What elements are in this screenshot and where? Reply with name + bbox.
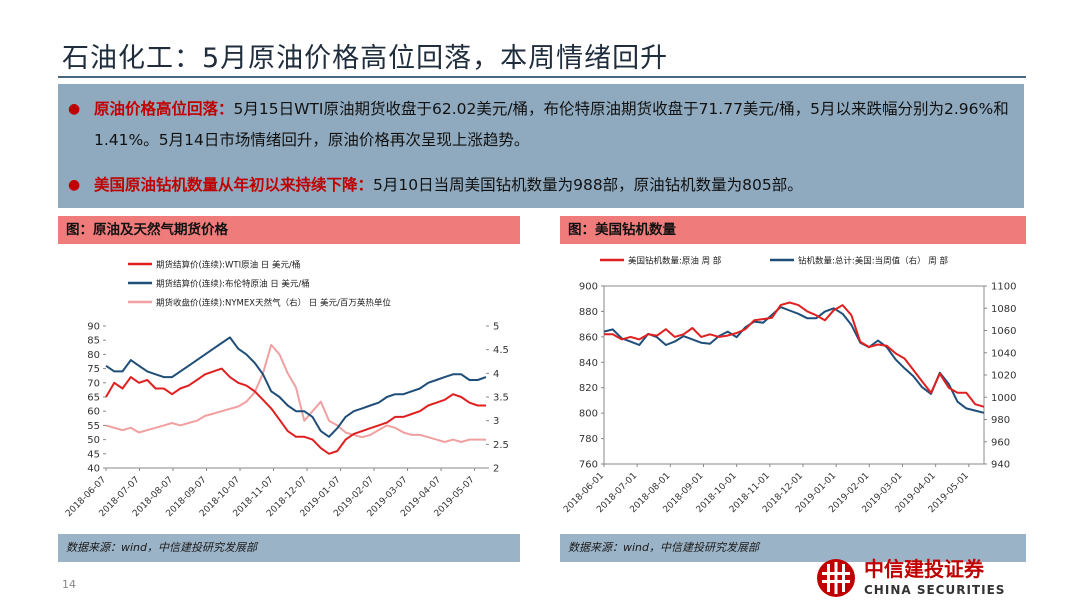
- bullet-2-text: 5月10日当周美国钻机数量为988部，原油钻机数量为805部。: [373, 176, 803, 194]
- left-chart-footer: 数据来源：wind，中信建投研究发展部: [58, 534, 520, 562]
- y2-tick-label: 3.5: [493, 393, 509, 404]
- y-tick-label: 780: [579, 434, 598, 445]
- logo-en-text: CHINA SECURITIES: [864, 583, 1005, 597]
- y-tick-label: 800: [579, 409, 598, 420]
- y-tick-label: 85: [87, 336, 100, 347]
- bullet-2-highlight: 美国原油钻机数量从年初以来持续下降：: [94, 176, 374, 194]
- right-chart-header: 图：美国钻机数量: [560, 216, 1026, 244]
- y2-tick-label: 3: [493, 416, 499, 427]
- y-tick-label: 40: [87, 464, 100, 475]
- y-tick-label: 860: [579, 332, 598, 343]
- right-chart-footer: 数据来源：wind，中信建投研究发展部: [560, 534, 1026, 562]
- series-line: [105, 336, 487, 438]
- y-tick-label: 80: [87, 350, 100, 361]
- bullet-1: ● 原油价格高位回落：5月15日WTI原油期货收盘于62.02美元/桶，布伦特原…: [68, 94, 1016, 156]
- legend-label: 期货收盘价(连续):NYMEX天然气（右） 日 美元/百万英热单位: [156, 298, 391, 309]
- title-divider: [58, 76, 1026, 78]
- y2-tick-label: 940: [991, 460, 1010, 471]
- legend-label: 钻机数量:总计:美国:当周值（右） 周 部: [798, 256, 948, 267]
- y2-tick-label: 2.5: [493, 440, 509, 451]
- y2-tick-label: 2: [493, 464, 499, 475]
- y-tick-label: 70: [87, 378, 100, 389]
- rig-count-chart: 美国钻机数量:原油 周 部 钻机数量:总计:美国:当周值（右） 周 部 760 780…: [562, 256, 1016, 516]
- y2-tick-label: 980: [991, 415, 1010, 426]
- bullet-1-text: 5月15日WTI原油期货收盘于62.02美元/桶，布伦特原油期货收盘于71.77…: [94, 100, 1009, 149]
- y-tick-label: 840: [579, 358, 598, 369]
- y2-tick-label: 960: [991, 437, 1010, 448]
- bullet-dot-icon: ●: [68, 101, 81, 117]
- y-tick-label: 820: [579, 383, 598, 394]
- y2-tick-label: 4.5: [493, 345, 509, 356]
- page-title: 石油化工：5月原油价格高位回落，本周情绪回升: [62, 43, 669, 74]
- y-tick-label: 55: [87, 421, 100, 432]
- y2-tick-label: 1080: [991, 304, 1016, 315]
- company-logo: 中信建投证券 CHINA SECURITIES: [812, 552, 1052, 600]
- page-number: 14: [62, 578, 76, 591]
- bullet-box: ● 原油价格高位回落：5月15日WTI原油期货收盘于62.02美元/桶，布伦特原…: [58, 84, 1024, 208]
- citic-logo-icon: [817, 559, 855, 597]
- y-tick-label: 60: [87, 407, 100, 418]
- y2-tick-label: 1000: [991, 393, 1016, 404]
- y2-tick-label: 5: [493, 322, 499, 333]
- y-tick-label: 90: [87, 322, 100, 333]
- bullet-dot-icon: ●: [68, 177, 81, 193]
- y2-tick-label: 1040: [991, 348, 1016, 359]
- y-tick-label: 65: [87, 393, 100, 404]
- y2-tick-label: 1100: [991, 282, 1016, 293]
- left-chart-header: 图：原油及天然气期货价格: [58, 216, 520, 244]
- y-tick-label: 75: [87, 364, 100, 375]
- series-line: [603, 306, 985, 414]
- legend-label: 期货结算价(连续):布伦特原油 日 美元/桶: [156, 279, 310, 290]
- legend-label: 美国钻机数量:原油 周 部: [628, 256, 722, 267]
- y-tick-label: 880: [579, 307, 598, 318]
- series-line: [105, 367, 486, 455]
- y-tick-label: 900: [579, 282, 598, 293]
- bullet-2: ● 美国原油钻机数量从年初以来持续下降：5月10日当周美国钻机数量为988部，原…: [68, 170, 1016, 201]
- y2-tick-label: 1060: [991, 326, 1016, 337]
- bullet-1-highlight: 原油价格高位回落：: [94, 100, 234, 118]
- y-tick-label: 50: [87, 435, 100, 446]
- series-line: [604, 301, 985, 408]
- y-tick-label: 45: [87, 449, 100, 460]
- legend-label: 期货结算价(连续):WTI原油 日 美元/桶: [156, 260, 300, 271]
- y-tick-label: 760: [579, 460, 598, 471]
- logo-cn-text: 中信建投证券: [864, 557, 985, 581]
- series-line: [105, 343, 486, 443]
- y2-tick-label: 1020: [991, 371, 1016, 382]
- y2-tick-label: 4: [493, 369, 499, 380]
